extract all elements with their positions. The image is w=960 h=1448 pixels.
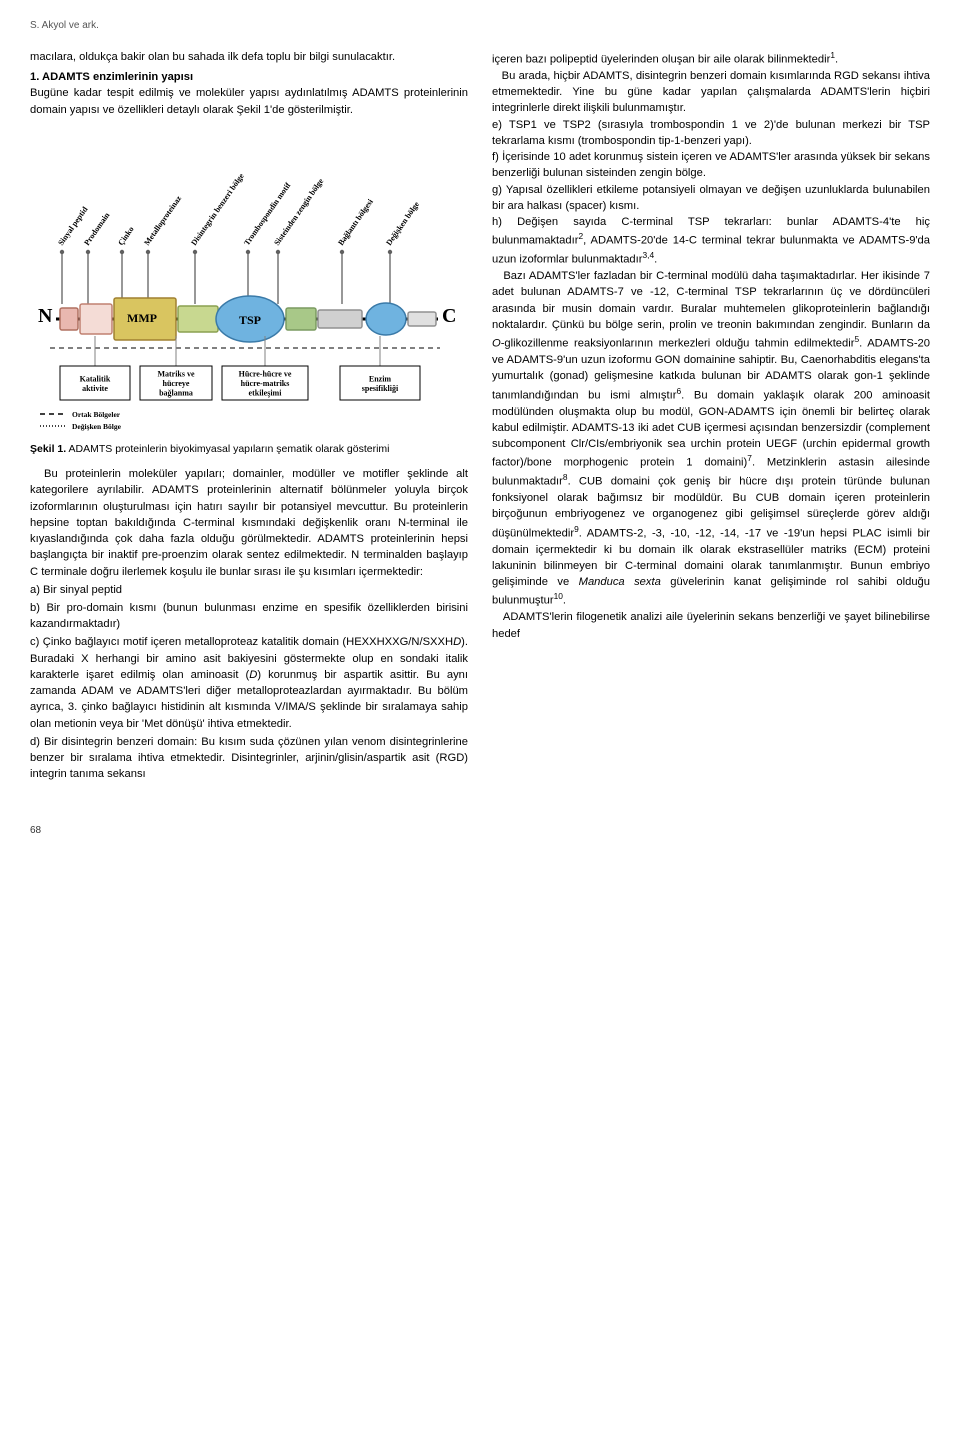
page-number: 68 <box>30 825 930 836</box>
svg-text:Hücre-hücre ve: Hücre-hücre ve <box>239 369 292 378</box>
svg-text:etkileşimi: etkileşimi <box>249 388 283 397</box>
svg-text:Değişken Bölge: Değişken Bölge <box>72 422 122 431</box>
svg-text:hücreye: hücreye <box>163 379 190 388</box>
svg-text:hücre-matriks: hücre-matriks <box>241 379 290 388</box>
item-b: b) Bir pro-domain kısmı (bunun bulunması… <box>30 600 468 632</box>
svg-text:aktivite: aktivite <box>82 384 108 393</box>
figure-1-caption-text: ADAMTS proteinlerin biyokimyasal yapılar… <box>66 443 389 455</box>
item-a: a) Bir sinyal peptid <box>30 582 468 598</box>
svg-text:N: N <box>38 305 53 327</box>
item-d: d) Bir disintegrin benzeri domain: Bu kı… <box>30 734 468 783</box>
svg-text:Katalitik: Katalitik <box>80 374 111 383</box>
left-column: macılara, oldukça bakir olan bu sahada i… <box>30 49 468 785</box>
section-1-title: 1. ADAMTS enzimlerinin yapısı <box>30 69 468 85</box>
svg-text:C: C <box>442 305 456 327</box>
two-column-layout: macılara, oldukça bakir olan bu sahada i… <box>30 49 930 785</box>
figure-1: Sinyal peptidProdomainÇinkoMetalloprotei… <box>30 136 468 456</box>
figure-1-svg: Sinyal peptidProdomainÇinkoMetalloprotei… <box>30 136 460 436</box>
svg-text:Matriks ve: Matriks ve <box>157 369 195 378</box>
svg-text:MMP: MMP <box>127 311 157 325</box>
svg-text:Ortak Bölgeler: Ortak Bölgeler <box>72 410 121 419</box>
section-1-body: Bugüne kadar tespit edilmiş ve moleküler… <box>30 85 468 117</box>
intro-text: macılara, oldukça bakir olan bu sahada i… <box>30 49 468 65</box>
svg-text:spesifikliği: spesifikliği <box>362 384 399 393</box>
body-2: Bu proteinlerin moleküler yapıları; doma… <box>30 466 468 580</box>
svg-text:bağlanma: bağlanma <box>159 388 193 397</box>
item-c: c) Çinko bağlayıcı motif içeren metallop… <box>30 634 468 731</box>
running-header: S. Akyol ve ark. <box>30 20 930 31</box>
right-column: içeren bazı polipeptid üyelerinden oluşa… <box>492 49 930 785</box>
figure-1-caption: Şekil 1. ADAMTS proteinlerin biyokimyasa… <box>30 442 468 456</box>
svg-text:TSP: TSP <box>239 313 261 327</box>
svg-text:Enzim: Enzim <box>369 374 392 383</box>
figure-1-caption-label: Şekil 1. <box>30 443 66 455</box>
